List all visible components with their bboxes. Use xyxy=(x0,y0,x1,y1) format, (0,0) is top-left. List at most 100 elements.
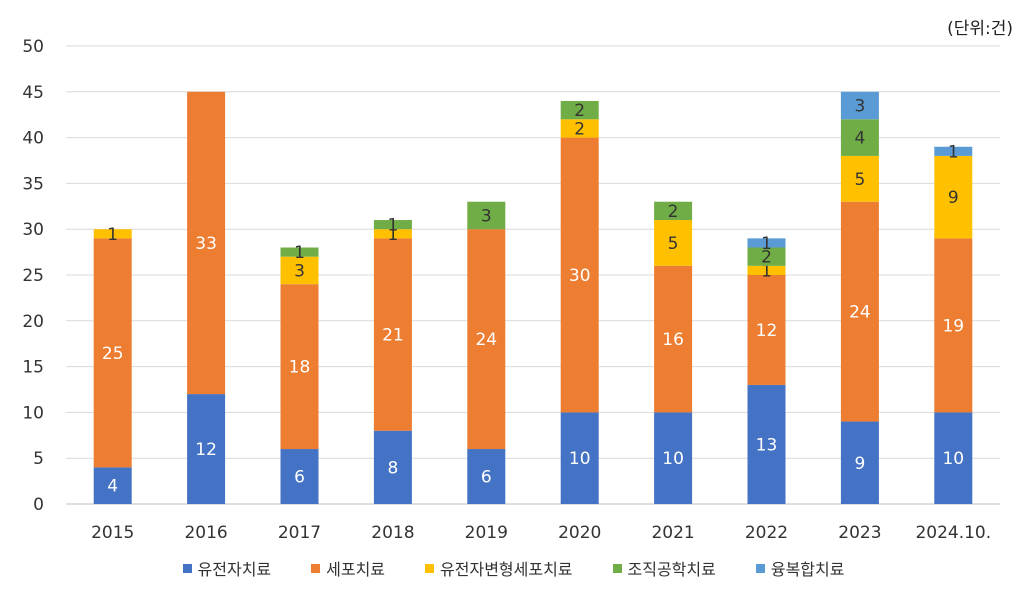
bar-segment xyxy=(373,229,412,239)
data-label: 9 xyxy=(948,188,959,208)
data-label: 8 xyxy=(387,458,398,478)
unit-label: (단위:건) xyxy=(947,19,1013,39)
bar-segment xyxy=(934,155,973,239)
bar-segment xyxy=(93,467,132,504)
data-label: 5 xyxy=(668,234,679,254)
bar-segment xyxy=(373,238,412,431)
y-tick-label: 25 xyxy=(22,266,44,286)
legend-label: 유전자치료 xyxy=(197,560,272,579)
data-label: 24 xyxy=(475,330,497,350)
bar-segment xyxy=(654,220,693,266)
data-label: 30 xyxy=(569,266,591,286)
bar-segment xyxy=(654,201,693,221)
bars: 4251123361831821116243103022101652131212… xyxy=(93,91,973,504)
x-tick-label: 2017 xyxy=(278,523,321,543)
y-tick-label: 40 xyxy=(22,129,44,149)
bar-segment xyxy=(840,119,879,156)
bar-segment xyxy=(654,412,693,504)
bar-segment xyxy=(93,238,132,468)
x-tick-label: 2023 xyxy=(838,523,881,543)
data-label: 2 xyxy=(668,202,679,222)
data-label: 9 xyxy=(854,454,865,474)
legend-label: 세포치료 xyxy=(326,560,386,579)
bar-segment xyxy=(747,384,786,504)
bar-segment xyxy=(280,256,319,285)
bar-segment xyxy=(560,100,599,120)
bar-segment xyxy=(560,119,599,138)
data-label: 19 xyxy=(942,316,964,336)
bar-segment xyxy=(560,137,599,413)
data-label: 24 xyxy=(849,303,871,323)
data-label: 12 xyxy=(195,440,217,460)
x-tick-label: 2024.10. xyxy=(915,523,991,543)
data-label: 3 xyxy=(854,97,865,117)
data-label: 1 xyxy=(294,243,305,263)
data-label: 1 xyxy=(761,234,772,254)
bar-segment xyxy=(840,421,879,504)
data-label: 6 xyxy=(294,468,305,488)
x-tick-label: 2018 xyxy=(371,523,414,543)
bar-segment xyxy=(467,201,506,230)
bar-segment xyxy=(934,146,973,156)
data-label: 10 xyxy=(569,449,591,469)
data-label: 13 xyxy=(756,435,778,455)
bar-segment xyxy=(560,412,599,504)
x-tick-label: 2022 xyxy=(745,523,788,543)
bar-segment xyxy=(93,229,132,239)
bar-segment xyxy=(187,394,226,504)
y-tick-label: 15 xyxy=(22,358,44,378)
data-label: 12 xyxy=(756,321,778,341)
data-label: 3 xyxy=(481,206,492,226)
data-label: 1 xyxy=(948,142,959,162)
legend-item: 융복합치료 xyxy=(755,556,845,580)
legend-label: 융복합치료 xyxy=(770,560,845,579)
bar-segment xyxy=(280,284,319,450)
data-label: 2 xyxy=(574,101,585,121)
bar-segment xyxy=(934,238,973,413)
x-tick-label: 2015 xyxy=(91,523,134,543)
data-label: 1 xyxy=(387,216,398,236)
bar-segment xyxy=(747,238,786,248)
legend-swatch xyxy=(182,563,192,573)
bar-segment xyxy=(840,201,879,422)
x-axis: 2015 2016 2017 2018 2019 2020 2021 2022 2023 2024… xyxy=(91,523,991,543)
data-label: 25 xyxy=(102,344,124,364)
y-axis: 0 5 10 15 20 25 30 35 40 45 50 xyxy=(22,37,44,515)
bar-segment xyxy=(654,265,693,413)
legend-swatch xyxy=(425,563,435,573)
data-label: 4 xyxy=(107,477,118,497)
bar-segment xyxy=(840,91,879,120)
bar-segment xyxy=(373,220,412,230)
y-tick-label: 45 xyxy=(22,83,44,103)
data-label: 10 xyxy=(942,449,964,469)
bar-segment xyxy=(840,155,879,202)
bar-segment xyxy=(467,229,506,450)
legend-label: 유전자변형세포치료 xyxy=(440,560,573,579)
y-tick-label: 50 xyxy=(22,37,44,57)
bar-segment xyxy=(934,412,973,504)
data-label: 1 xyxy=(387,225,398,245)
legend-item: 유전자치료 xyxy=(182,556,272,580)
legend: 유전자치료 세포치료 유전자변형세포치료 조직공학치료 융복합치료 xyxy=(0,556,1027,580)
legend-swatch xyxy=(311,563,321,573)
x-tick-label: 2016 xyxy=(184,523,227,543)
data-label: 1 xyxy=(107,225,118,245)
x-tick-label: 2020 xyxy=(558,523,601,543)
data-label: 4 xyxy=(854,129,865,149)
data-label: 10 xyxy=(662,449,684,469)
data-label: 1 xyxy=(761,261,772,281)
x-tick-label: 2021 xyxy=(651,523,694,543)
legend-item: 세포치료 xyxy=(311,556,385,580)
data-label: 3 xyxy=(294,261,305,281)
legend-item: 조직공학치료 xyxy=(612,556,716,580)
y-tick-label: 20 xyxy=(22,312,44,332)
bar-segment xyxy=(467,449,506,504)
y-tick-label: 35 xyxy=(22,174,44,194)
bar-segment xyxy=(373,430,412,504)
bar-segment xyxy=(747,275,786,385)
data-label: 18 xyxy=(289,358,311,378)
y-tick-label: 30 xyxy=(22,220,44,240)
data-label: 5 xyxy=(854,170,865,190)
legend-item: 유전자변형세포치료 xyxy=(425,556,573,580)
